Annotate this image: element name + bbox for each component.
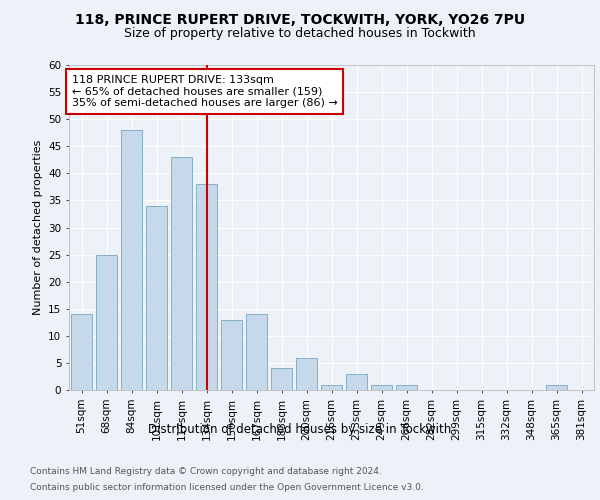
- Bar: [221, 320, 242, 390]
- Bar: [546, 384, 567, 390]
- Bar: [196, 184, 217, 390]
- Text: Size of property relative to detached houses in Tockwith: Size of property relative to detached ho…: [124, 28, 476, 40]
- Bar: [321, 384, 342, 390]
- Bar: [396, 384, 417, 390]
- Y-axis label: Number of detached properties: Number of detached properties: [32, 140, 43, 315]
- Bar: [346, 374, 367, 390]
- Text: Distribution of detached houses by size in Tockwith: Distribution of detached houses by size …: [148, 422, 452, 436]
- Bar: [71, 314, 92, 390]
- Bar: [171, 157, 192, 390]
- Text: Contains HM Land Registry data © Crown copyright and database right 2024.: Contains HM Land Registry data © Crown c…: [30, 468, 382, 476]
- Bar: [246, 314, 267, 390]
- Text: Contains public sector information licensed under the Open Government Licence v3: Contains public sector information licen…: [30, 482, 424, 492]
- Bar: [121, 130, 142, 390]
- Bar: [296, 358, 317, 390]
- Bar: [371, 384, 392, 390]
- Text: 118, PRINCE RUPERT DRIVE, TOCKWITH, YORK, YO26 7PU: 118, PRINCE RUPERT DRIVE, TOCKWITH, YORK…: [75, 12, 525, 26]
- Bar: [271, 368, 292, 390]
- Bar: [96, 254, 117, 390]
- Text: 118 PRINCE RUPERT DRIVE: 133sqm
← 65% of detached houses are smaller (159)
35% o: 118 PRINCE RUPERT DRIVE: 133sqm ← 65% of…: [71, 74, 337, 108]
- Bar: [146, 206, 167, 390]
